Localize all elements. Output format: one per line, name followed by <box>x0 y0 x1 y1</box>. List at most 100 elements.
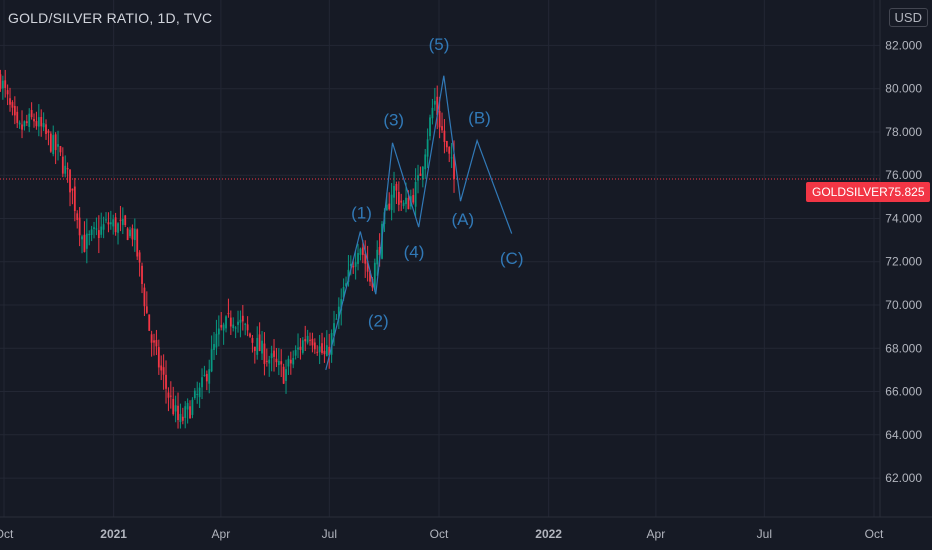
x-tick-label: Oct <box>0 527 14 541</box>
candle-body <box>417 175 419 181</box>
candle-body <box>30 110 33 118</box>
candle-body <box>258 334 261 351</box>
candle-body <box>378 246 381 256</box>
candle-body <box>71 188 74 191</box>
candle-body <box>345 283 347 287</box>
x-tick-label: Apr <box>647 527 666 541</box>
candle-body <box>83 234 86 252</box>
y-tick-label: 78.000 <box>885 125 922 139</box>
candle-body <box>16 111 19 123</box>
candle-body <box>54 134 57 151</box>
candle-body <box>112 219 115 227</box>
candle-body <box>280 361 283 365</box>
candle-body <box>28 113 31 127</box>
last-price-value: 75.825 <box>887 185 925 199</box>
candle-body <box>210 349 213 372</box>
y-tick-label: 70.000 <box>885 298 922 312</box>
candle-body <box>361 247 364 255</box>
time-axis-panel[interactable] <box>0 517 932 550</box>
candle-body <box>330 333 333 355</box>
candle-body <box>90 229 93 235</box>
candle-body <box>129 229 131 237</box>
candle-body <box>66 168 69 170</box>
x-tick-label: Jul <box>322 527 337 541</box>
candle-body <box>81 236 83 240</box>
candle-body <box>93 227 95 229</box>
candle-body <box>186 403 189 410</box>
candle-body <box>40 116 43 127</box>
x-tick-label: Apr <box>212 527 231 541</box>
candle-body <box>323 350 326 355</box>
candle-body <box>119 219 122 221</box>
candle-body <box>390 194 393 211</box>
candle-body <box>419 173 422 176</box>
candle-body <box>45 124 47 135</box>
candle-body <box>18 122 21 125</box>
candle-body <box>445 140 448 148</box>
currency-badge[interactable]: USD <box>888 8 928 27</box>
candle-body <box>263 343 266 364</box>
candle-body <box>352 266 355 268</box>
candle-body <box>138 252 141 263</box>
candle-body <box>205 373 208 382</box>
candle-body <box>179 414 182 423</box>
candle-body <box>11 102 14 108</box>
candle-body <box>364 253 367 264</box>
candle-body <box>450 157 453 159</box>
wave-label: (5) <box>429 35 450 54</box>
candle-body <box>165 374 167 389</box>
price-axis-panel[interactable] <box>880 0 932 550</box>
symbol-title: GOLD/SILVER RATIO, 1D, TVC <box>8 10 213 26</box>
candle-body <box>105 219 107 221</box>
candle-body <box>354 262 357 267</box>
candle-body <box>275 358 278 363</box>
candle-body <box>273 350 275 357</box>
candle-body <box>393 185 395 198</box>
candle-body <box>201 377 203 388</box>
candle-body <box>6 90 9 95</box>
candle-body <box>443 130 446 142</box>
candle-body <box>237 321 239 325</box>
candle-body <box>61 156 64 174</box>
candle-body <box>100 226 103 235</box>
last-price-symbol: GOLDSILVER <box>812 185 888 199</box>
candle-body <box>340 299 343 311</box>
candle-body <box>251 338 254 343</box>
candle-body <box>309 339 311 341</box>
candle-body <box>109 222 112 225</box>
y-tick-label: 74.000 <box>885 211 922 225</box>
candle-body <box>196 393 199 395</box>
candle-body <box>328 346 331 356</box>
candle-body <box>95 228 98 230</box>
candle-body <box>42 123 45 128</box>
candle-body <box>215 333 218 348</box>
candle-body <box>385 204 388 211</box>
candle-body <box>0 74 2 89</box>
candle-body <box>73 186 76 211</box>
candle-body <box>441 126 443 131</box>
candle-body <box>225 316 227 329</box>
candle-body <box>85 233 88 249</box>
wave-label: (1) <box>351 203 372 222</box>
candle-body <box>97 230 100 239</box>
elliott-wave-lines[interactable] <box>325 75 513 371</box>
candle-body <box>172 398 175 415</box>
candle-body <box>114 217 117 233</box>
candle-body <box>181 416 184 421</box>
y-tick-label: 80.000 <box>885 82 922 96</box>
wave-label: (B) <box>468 108 491 127</box>
candle-body <box>412 195 415 203</box>
candle-body <box>304 339 307 342</box>
candle-body <box>373 262 376 290</box>
candle-body <box>160 365 163 371</box>
candle-body <box>349 263 352 267</box>
candle-body <box>21 124 23 130</box>
wave-label: (2) <box>368 312 389 331</box>
candle-body <box>429 117 431 137</box>
wave-label: (C) <box>500 249 524 268</box>
candle-body <box>301 340 304 353</box>
candle-body <box>150 334 153 343</box>
x-tick-label: 2021 <box>100 527 127 541</box>
candle-body <box>23 121 26 127</box>
